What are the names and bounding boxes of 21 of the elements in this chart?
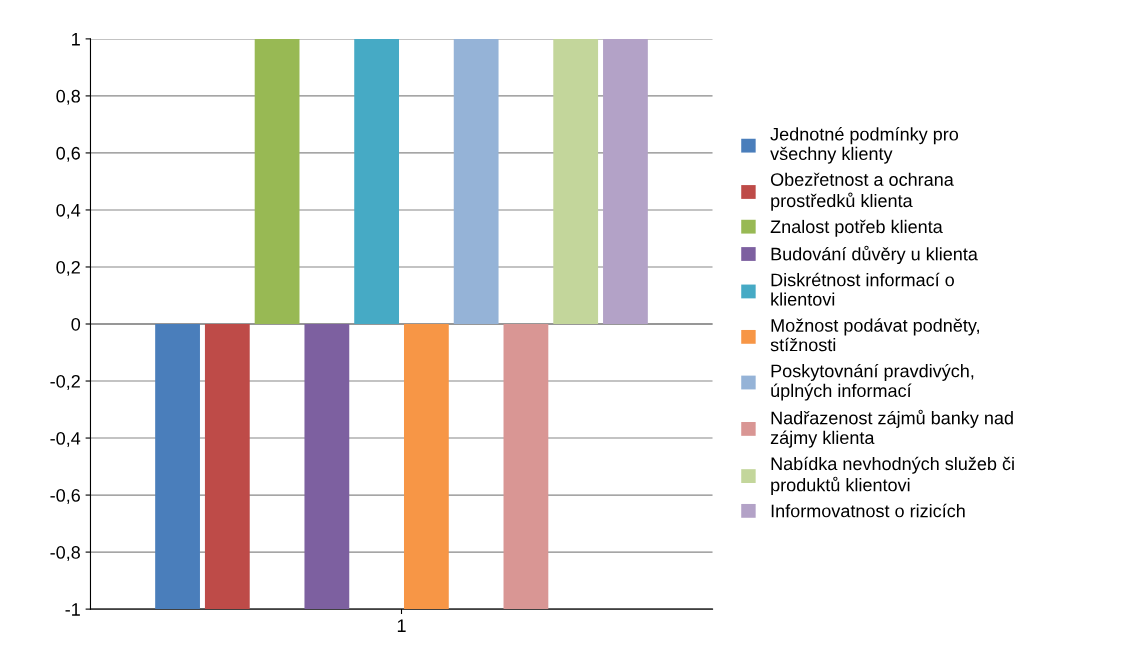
legend-label: Nabídka nevhodných služeb či produktů klientovi <box>771 456 1014 495</box>
y-tick-label: 1 <box>72 33 80 46</box>
legend-label: Možnost podávat podněty, stížnosti <box>770 318 979 352</box>
y-tick-label: -0,2 <box>50 374 80 390</box>
legend-label: Znalost potřeb klienta <box>770 219 943 237</box>
legend-label: Obezřetnost a ochrana prostředků klienta <box>770 172 954 211</box>
legend-label: Poskytovnání pravdivých, úplných informací <box>771 363 974 401</box>
y-tick-label: -1 <box>65 603 80 616</box>
y-tick-label: -0,8 <box>50 546 80 561</box>
y-tick-label: 0 <box>71 317 81 331</box>
legend-label: Jednotné podmínky pro všechny klienty <box>770 127 959 164</box>
legend-label: Informovatnost o rizicích <box>771 503 965 518</box>
y-tick-label: 0,4 <box>56 203 81 219</box>
y-tick-label: -0,6 <box>50 489 80 504</box>
y-tick-label: 0,6 <box>56 146 80 162</box>
y-tick-label: -0,4 <box>50 431 81 447</box>
y-tick-label: 0,2 <box>56 260 80 276</box>
legend-label: Budování důvěry u klienta <box>771 245 978 265</box>
legend-label: Diskrétnost informací o klientovi <box>771 272 954 306</box>
legend-label: Nadřazenost zájmů banky nad zájmy klienta <box>770 409 1013 448</box>
y-tick-label: 0,8 <box>56 89 80 105</box>
